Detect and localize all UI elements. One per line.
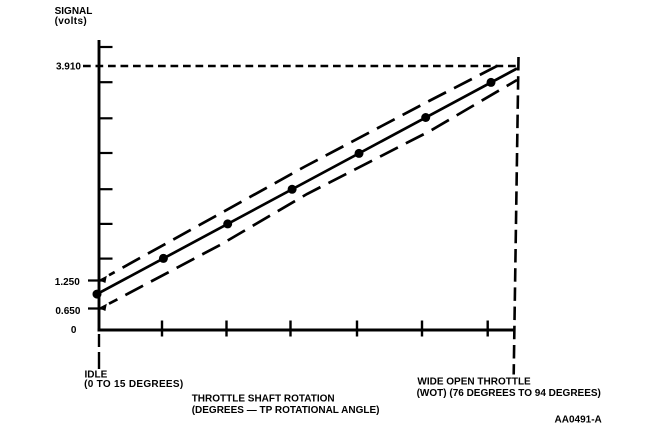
svg-text:(DEGREES — TP ROTATIONAL ANGLE: (DEGREES — TP ROTATIONAL ANGLE) bbox=[192, 405, 380, 416]
svg-text:(volts): (volts) bbox=[55, 16, 87, 27]
svg-text:0: 0 bbox=[71, 325, 77, 336]
svg-text:WIDE OPEN THROTTLE: WIDE OPEN THROTTLE bbox=[417, 377, 531, 388]
svg-text:1.250: 1.250 bbox=[55, 277, 80, 288]
svg-text:(WOT) (76 DEGREES TO 94 DEGREE: (WOT) (76 DEGREES TO 94 DEGREES) bbox=[417, 388, 601, 399]
svg-text:AA0491-A: AA0491-A bbox=[555, 415, 602, 426]
svg-text:(0 TO 15 DEGREES): (0 TO 15 DEGREES) bbox=[84, 379, 183, 390]
svg-text:SIGNAL: SIGNAL bbox=[55, 6, 93, 17]
svg-text:THROTTLE SHAFT ROTATION: THROTTLE SHAFT ROTATION bbox=[192, 394, 335, 405]
svg-text:0.650: 0.650 bbox=[55, 306, 80, 317]
svg-text:IDLE: IDLE bbox=[85, 370, 108, 381]
svg-text:3.910: 3.910 bbox=[56, 61, 81, 72]
